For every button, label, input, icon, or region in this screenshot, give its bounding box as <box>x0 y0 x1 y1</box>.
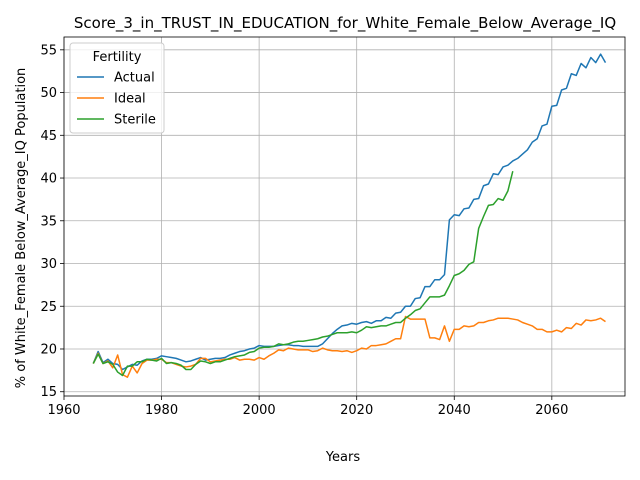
legend: Fertility Actual Ideal Sterile <box>69 42 165 134</box>
y-tick-label: 35 <box>40 214 57 229</box>
x-tick-label: 1980 <box>145 403 178 418</box>
series-lines <box>92 53 607 378</box>
y-tick-label: 20 <box>40 342 57 357</box>
y-tick-label: 50 <box>40 86 57 101</box>
y-axis-ticks: 15 20 25 30 35 40 45 50 55 <box>40 43 64 400</box>
legend-label-actual: Actual <box>114 71 155 86</box>
plot-frame <box>63 36 626 397</box>
y-tick-label: 45 <box>40 129 57 144</box>
legend-box <box>69 42 165 134</box>
series-line-actual <box>92 53 607 371</box>
x-axis-ticks: 1960 1980 2000 2020 2040 2060 <box>47 396 568 418</box>
x-tick-label: 2000 <box>243 403 276 418</box>
x-tick-label: 2060 <box>535 403 568 418</box>
y-tick-label: 15 <box>40 385 57 400</box>
y-tick-label: 40 <box>40 172 57 187</box>
legend-label-sterile: Sterile <box>114 113 156 128</box>
series-line-sterile <box>92 171 514 377</box>
x-tick-label: 1960 <box>47 403 80 418</box>
legend-label-ideal: Ideal <box>114 92 146 107</box>
y-tick-label: 55 <box>40 43 57 58</box>
x-axis-label: Years <box>325 450 361 465</box>
legend-title: Fertility <box>93 50 142 65</box>
x-tick-label: 2040 <box>438 403 471 418</box>
y-tick-label: 30 <box>40 257 57 272</box>
y-axis-label: % of White_Female Below_Average_IQ Popul… <box>14 68 29 389</box>
series-line-ideal <box>92 315 606 378</box>
y-tick-label: 25 <box>40 300 57 315</box>
grid-lines <box>63 37 625 396</box>
chart-title: Score_3_in_TRUST_IN_EDUCATION_for_White_… <box>74 14 616 33</box>
x-tick-label: 2020 <box>340 403 373 418</box>
